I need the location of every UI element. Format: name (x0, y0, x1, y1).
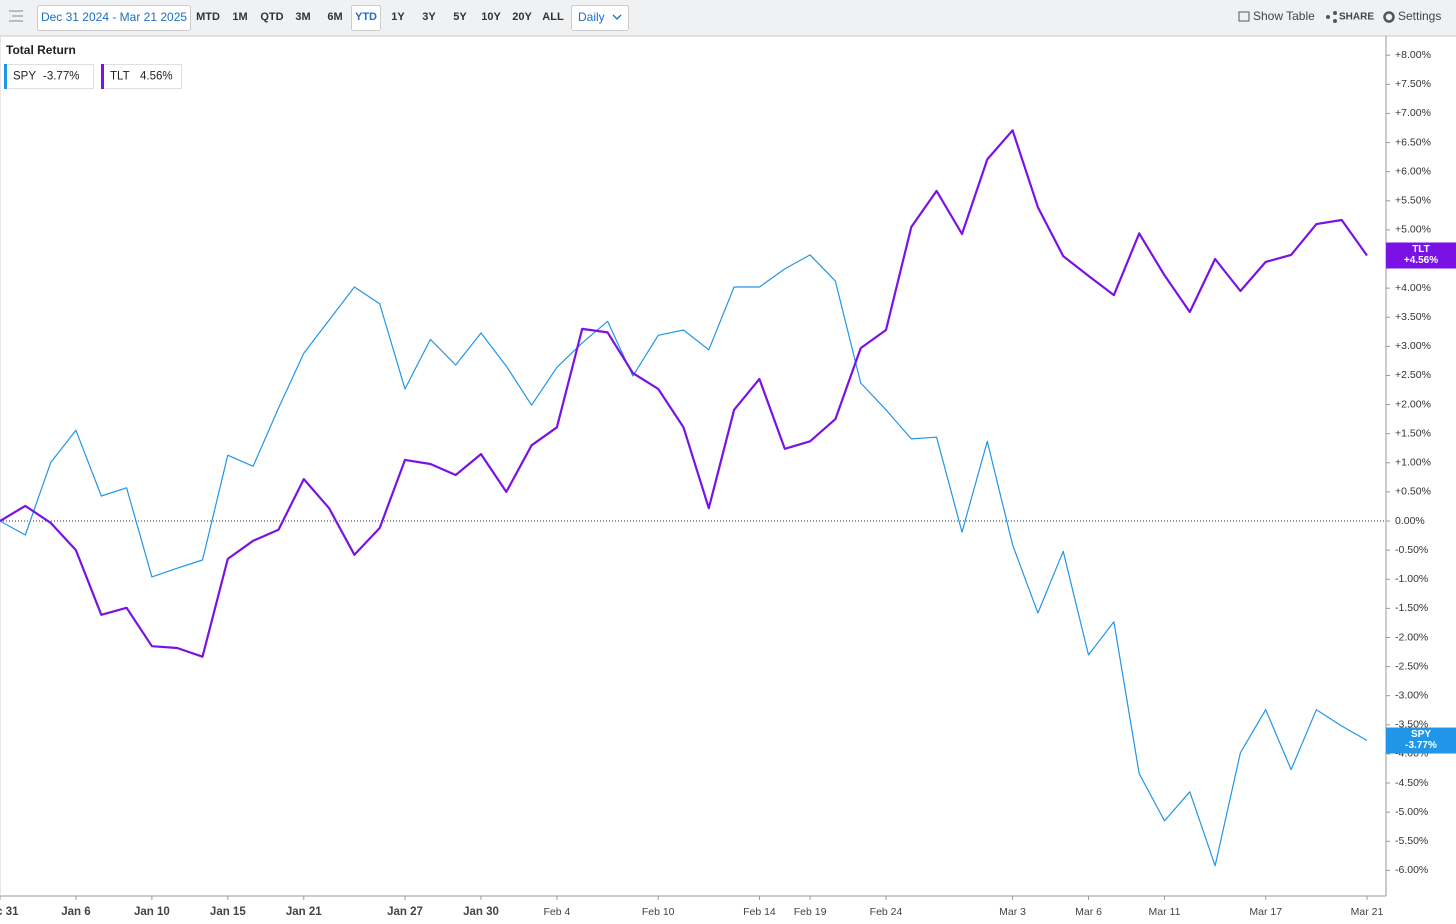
range-button[interactable]: 1Y (391, 11, 405, 23)
x-tick-label: Feb 24 (870, 906, 903, 918)
x-tick-label: Jan 27 (387, 906, 423, 918)
legend-swatch (4, 64, 7, 89)
end-badge-name: SPY (1411, 729, 1431, 740)
dropdown-arrow (612, 14, 622, 20)
y-tick-label: +8.00% (1395, 49, 1431, 61)
interval[interactable]: Daily (578, 10, 605, 24)
y-tick-label: +0.50% (1395, 486, 1431, 498)
series-line (0, 254, 1368, 867)
x-tick-label: Jan 15 (210, 906, 246, 918)
y-tick-label: -3.00% (1395, 689, 1428, 701)
x-tick-label: Mar 17 (1249, 906, 1282, 918)
y-tick-label: +7.50% (1395, 78, 1431, 90)
legend-value: -3.77% (43, 71, 79, 83)
end-badge-value: -3.77% (1405, 740, 1437, 751)
x-tick-label: Feb 4 (543, 906, 570, 918)
range-button[interactable]: 5Y (453, 11, 467, 23)
y-tick-label: +3.50% (1395, 311, 1431, 323)
y-tick-label: -2.00% (1395, 631, 1428, 643)
y-tick-label: -1.00% (1395, 573, 1428, 585)
x-tick-label: Dec 31 (0, 906, 19, 918)
legend-box[interactable] (101, 64, 182, 89)
y-tick-label: -6.00% (1395, 864, 1428, 876)
range-button[interactable]: 3M (295, 11, 310, 23)
date-range-button[interactable] (37, 5, 191, 31)
x-tick-label: Jan 30 (463, 906, 499, 918)
y-tick-label: +6.50% (1395, 136, 1431, 148)
end-badge (1386, 242, 1456, 269)
end-badge-value: +4.56% (1404, 255, 1438, 266)
x-tick-label: Mar 3 (999, 906, 1026, 918)
end-badge-name: TLT (1412, 244, 1430, 255)
range-active (351, 5, 381, 31)
legend-name: SPY (13, 71, 36, 83)
interval-dropdown[interactable] (571, 5, 629, 31)
legend-value: 4.56% (140, 71, 173, 83)
x-tick-label: Mar 21 (1351, 906, 1384, 918)
y-tick-label: +1.50% (1395, 427, 1431, 439)
range-button[interactable]: 20Y (512, 11, 532, 23)
end-badge (1386, 727, 1456, 754)
y-tick-label: +6.00% (1395, 165, 1431, 177)
y-tick-label: -5.50% (1395, 835, 1428, 847)
series-line (0, 129, 1368, 658)
y-tick-label: +7.00% (1395, 107, 1431, 119)
range-button[interactable]: 6M (327, 11, 342, 23)
share-icon (1326, 11, 1337, 23)
x-tick-label: Jan 10 (134, 906, 170, 918)
table-icon (1238, 11, 1250, 22)
menu-icon[interactable] (9, 10, 23, 22)
range-button[interactable]: QTD (260, 11, 283, 23)
y-tick-label: -0.50% (1395, 544, 1428, 556)
y-tick-label: +3.00% (1395, 340, 1431, 352)
y-tick-label: +2.00% (1395, 398, 1431, 410)
y-tick-label: -1.50% (1395, 602, 1428, 614)
range-button[interactable]: 10Y (481, 11, 501, 23)
x-tick-label: Feb 14 (743, 906, 776, 918)
x-tick-label: Jan 6 (61, 906, 90, 918)
x-tick-label: Feb 10 (642, 906, 675, 918)
x-tick-label: Feb 19 (794, 906, 827, 918)
share[interactable]: SHARE (1339, 12, 1374, 23)
y-tick-label: +2.50% (1395, 369, 1431, 381)
range-button[interactable]: ALL (542, 11, 564, 23)
y-tick-label: +1.00% (1395, 457, 1431, 469)
chart-title: Total Return (6, 43, 76, 57)
x-tick-label: Mar 11 (1149, 906, 1181, 918)
date-range[interactable]: Dec 31 2024 - Mar 21 2025 (41, 10, 187, 24)
show-table[interactable]: Show Table (1253, 9, 1315, 23)
y-tick-label: +5.00% (1395, 224, 1431, 236)
y-tick-label: 0.00% (1395, 515, 1425, 527)
range-button[interactable]: 1M (232, 11, 247, 23)
legend-swatch (101, 64, 104, 89)
range-button[interactable]: MTD (196, 11, 220, 23)
legend-name: TLT (110, 71, 130, 83)
y-tick-label: +4.00% (1395, 282, 1431, 294)
toolbar-bg (0, 0, 1456, 36)
x-tick-label: Jan 21 (286, 906, 322, 918)
legend-box[interactable] (4, 64, 94, 89)
y-tick-label: -2.50% (1395, 660, 1428, 672)
y-tick-label: -4.50% (1395, 777, 1428, 789)
range-button[interactable]: 3Y (422, 11, 436, 23)
settings[interactable]: Settings (1398, 9, 1441, 23)
settings-icon (1383, 11, 1395, 23)
y-tick-label: -5.00% (1395, 806, 1428, 818)
range-button[interactable]: YTD (355, 11, 377, 23)
x-tick-label: Mar 6 (1075, 906, 1102, 918)
y-tick-label: +5.50% (1395, 195, 1431, 207)
